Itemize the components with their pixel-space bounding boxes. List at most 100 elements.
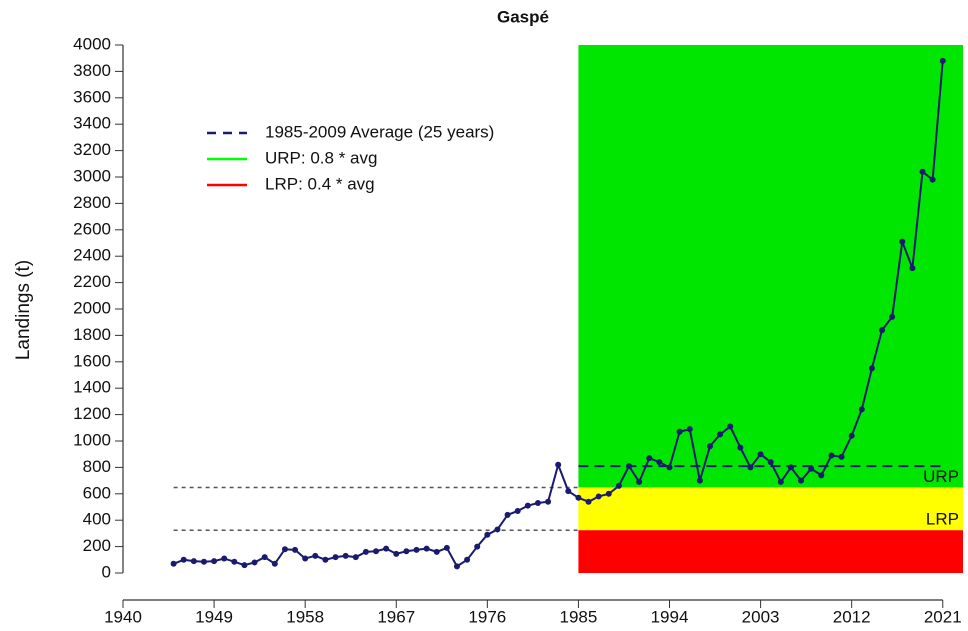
legend-label: 1985-2009 Average (25 years) [265, 122, 494, 141]
y-tick-label: 3000 [73, 166, 111, 185]
y-tick-label: 1200 [73, 404, 111, 423]
y-tick-label: 4000 [73, 34, 111, 53]
x-tick-label: 1958 [286, 607, 324, 626]
data-point [281, 546, 288, 553]
x-tick-label: 1985 [560, 607, 598, 626]
data-point [848, 432, 855, 439]
y-tick-label: 1000 [73, 430, 111, 449]
y-tick-label: 3400 [73, 114, 111, 133]
data-point [899, 238, 906, 245]
data-point [737, 444, 744, 451]
chart-title: Gaspé [497, 7, 549, 26]
y-tick-label: 3200 [73, 140, 111, 159]
data-point [190, 558, 197, 565]
y-tick-label: 800 [83, 457, 111, 476]
data-point [929, 176, 936, 183]
data-point [838, 453, 845, 460]
data-point [261, 554, 268, 561]
y-tick-label: 2000 [73, 298, 111, 317]
x-tick-label: 2012 [833, 607, 871, 626]
data-point [342, 552, 349, 559]
data-point [271, 560, 278, 567]
data-point [403, 548, 410, 555]
data-point [939, 57, 946, 64]
y-axis-label: Landings (t) [13, 260, 34, 360]
data-point [767, 459, 774, 466]
data-point [413, 546, 420, 553]
data-point [504, 511, 511, 518]
data-point [676, 428, 683, 435]
data-point [565, 488, 572, 495]
x-tick-label: 1967 [377, 607, 415, 626]
x-tick-label: 2021 [924, 607, 962, 626]
x-tick-label: 1940 [104, 607, 142, 626]
zone-critical [578, 530, 963, 573]
x-tick-label: 1976 [468, 607, 506, 626]
data-point [636, 478, 643, 485]
legend-label: LRP: 0.4 * avg [265, 174, 375, 193]
data-point [322, 556, 329, 563]
data-point [302, 555, 309, 562]
data-point [828, 452, 835, 459]
data-point [423, 545, 430, 552]
data-point [686, 426, 693, 433]
y-tick-label: 2600 [73, 219, 111, 238]
data-point [383, 545, 390, 552]
y-tick-label: 2400 [73, 246, 111, 265]
y-tick-label: 0 [102, 562, 111, 581]
data-point [858, 406, 865, 413]
data-point [919, 168, 926, 175]
data-point [211, 558, 218, 565]
y-tick-label: 200 [83, 536, 111, 555]
zone-cautious [578, 487, 963, 531]
data-point [231, 558, 238, 565]
data-point [362, 548, 369, 555]
data-point [585, 498, 592, 505]
data-point [787, 464, 794, 471]
data-point [433, 548, 440, 555]
data-point [373, 548, 380, 555]
data-point [757, 451, 764, 458]
data-point [352, 554, 359, 561]
data-point [453, 563, 460, 570]
data-point [747, 464, 754, 471]
data-point [656, 459, 663, 466]
data-point [798, 477, 805, 484]
data-point [626, 463, 633, 470]
data-point [777, 478, 784, 485]
data-point [879, 327, 886, 334]
data-point [534, 500, 541, 507]
data-point [696, 477, 703, 484]
data-point [909, 265, 916, 272]
zone-healthy [578, 45, 963, 488]
data-point [221, 555, 228, 562]
data-point [595, 493, 602, 500]
data-point [292, 546, 299, 553]
data-point [818, 472, 825, 479]
x-tick-label: 1949 [195, 607, 233, 626]
data-point [180, 556, 187, 563]
x-tick-label: 1994 [651, 607, 689, 626]
data-point [474, 543, 481, 550]
data-point [555, 461, 562, 468]
data-point [646, 455, 653, 462]
data-point [524, 502, 531, 509]
data-point [545, 498, 552, 505]
data-point [393, 550, 400, 557]
y-tick-label: 3800 [73, 61, 111, 80]
data-point [706, 443, 713, 450]
data-point [514, 507, 521, 514]
data-point [575, 494, 582, 501]
data-point [717, 431, 724, 438]
data-point [464, 556, 471, 563]
y-tick-label: 2200 [73, 272, 111, 291]
y-tick-label: 1400 [73, 378, 111, 397]
data-point [615, 482, 622, 489]
data-point [808, 465, 815, 472]
legend-label: URP: 0.8 * avg [265, 148, 377, 167]
data-point [332, 554, 339, 561]
data-point [251, 559, 258, 566]
y-tick-label: 1600 [73, 351, 111, 370]
y-tick-label: 2800 [73, 193, 111, 212]
